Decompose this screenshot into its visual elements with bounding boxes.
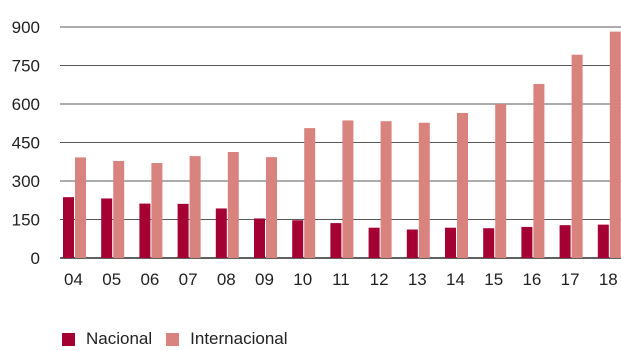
bar-internacional-09	[266, 157, 277, 258]
legend-label-internacional: Internacional	[190, 329, 288, 348]
y-tick-label: 900	[12, 18, 40, 37]
bar-internacional-14	[457, 112, 468, 258]
x-tick-label: 14	[446, 270, 465, 289]
bar-nacional-04	[63, 197, 74, 258]
bar-internacional-16	[533, 83, 545, 258]
x-tick-label: 17	[561, 270, 580, 289]
legend-swatch-nacional	[62, 332, 75, 346]
x-tick-label: 16	[522, 270, 541, 289]
y-tick-label: 750	[12, 57, 40, 76]
x-axis: 04 05 06 07 08 09 10 11 12 13 14 15 16 17 18	[64, 270, 618, 289]
bar-internacional-07	[189, 156, 201, 258]
bar-internacional-11	[342, 120, 354, 258]
x-tick-label: 05	[102, 270, 121, 289]
legend: Nacional Internacional	[62, 329, 302, 349]
y-tick-label: 150	[12, 211, 40, 230]
bar-nacional-18	[597, 224, 609, 258]
x-tick-label: 13	[408, 270, 427, 289]
bar-nacional-08	[215, 208, 227, 258]
bar-internacional-13	[418, 122, 430, 258]
legend-item-nacional: Nacional	[62, 329, 152, 349]
y-axis: 0 150 300 450 600 750 900	[12, 18, 40, 268]
x-tick-label: 11	[332, 270, 350, 289]
x-tick-label: 06	[140, 270, 159, 289]
x-tick-label: 04	[64, 270, 83, 289]
bar-nacional-14	[445, 227, 456, 258]
bar-internacional-12	[380, 121, 392, 259]
bar-internacional-17	[571, 54, 583, 258]
y-tick-label: 0	[31, 249, 40, 268]
y-tick-label: 450	[12, 134, 40, 153]
bar-nacional-13	[406, 229, 418, 258]
bar-nacional-17	[559, 225, 571, 258]
bar-nacional-09	[254, 218, 265, 258]
x-tick-label: 12	[370, 270, 389, 289]
bar-internacional-08	[227, 151, 239, 258]
x-tick-label: 09	[255, 270, 274, 289]
y-tick-label: 300	[12, 172, 40, 191]
x-tick-label: 15	[484, 270, 503, 289]
x-tick-label: 10	[293, 270, 312, 289]
bar-nacional-15	[483, 228, 495, 258]
bar-nacional-12	[368, 227, 380, 258]
bar-internacional-18	[609, 31, 621, 259]
bar-nacional-07	[177, 203, 189, 258]
bar-nacional-16	[521, 226, 533, 258]
bar-internacional-10	[304, 128, 316, 258]
x-tick-label: 18	[599, 270, 618, 289]
bar-internacional-15	[495, 104, 507, 258]
bars	[63, 31, 621, 259]
x-tick-label: 08	[217, 270, 236, 289]
legend-swatch-internacional	[166, 332, 180, 346]
bar-internacional-04	[75, 157, 86, 258]
bar-internacional-06	[151, 163, 163, 258]
bar-nacional-10	[292, 220, 304, 258]
bar-internacional-05	[113, 160, 125, 258]
x-tick-label: 07	[179, 270, 198, 289]
legend-label-nacional: Nacional	[86, 329, 153, 348]
bar-nacional-06	[139, 203, 151, 258]
y-tick-label: 600	[12, 95, 40, 114]
bar-nacional-11	[330, 223, 342, 258]
legend-item-internacional: Internacional	[166, 329, 288, 349]
bar-nacional-05	[101, 198, 113, 258]
